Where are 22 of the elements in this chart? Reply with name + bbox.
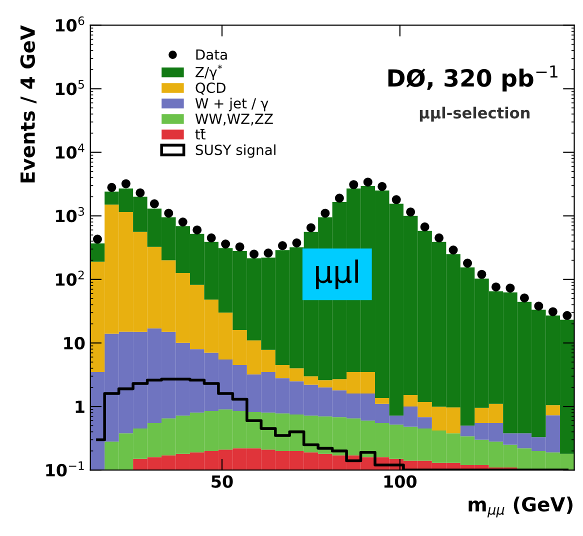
y-tick-label: 1 xyxy=(76,400,84,413)
annotation: μμl-selection xyxy=(420,106,530,122)
y-axis-title: Events / 4 GeV xyxy=(20,25,37,182)
legend-label: Z/γ$^{*}$ xyxy=(196,64,222,80)
x-tick-label: 50 xyxy=(212,475,233,488)
y-tick-label: 10$^{4}$ xyxy=(56,144,84,159)
y-tick-label: 10$^{2}$ xyxy=(56,270,84,286)
legend-label: W + jet / γ xyxy=(195,98,268,112)
x-axis-title: m$_{μμ}$ (GeV) xyxy=(468,496,572,518)
legend-label: tt̄ xyxy=(195,129,206,140)
y-tick-label: 10$^{3}$ xyxy=(56,207,84,222)
y-tick-label: 10 xyxy=(64,336,85,350)
y-tick-label: 10$^{5}$ xyxy=(56,80,84,96)
legend-label: SUSY signal xyxy=(196,144,276,158)
legend-label: QCD xyxy=(196,82,226,95)
y-tick-label: 10$^{6}$ xyxy=(56,16,84,32)
annotation: DØ, 320 pb$^{−1}$ xyxy=(388,65,558,92)
x-tick-label: 100 xyxy=(384,475,417,488)
legend-label: Data xyxy=(196,50,227,60)
y-tick-label: 10$^{−1}$ xyxy=(46,461,84,477)
annotation: μμl xyxy=(316,260,358,290)
legend-label: WW,WZ,ZZ xyxy=(195,114,273,126)
